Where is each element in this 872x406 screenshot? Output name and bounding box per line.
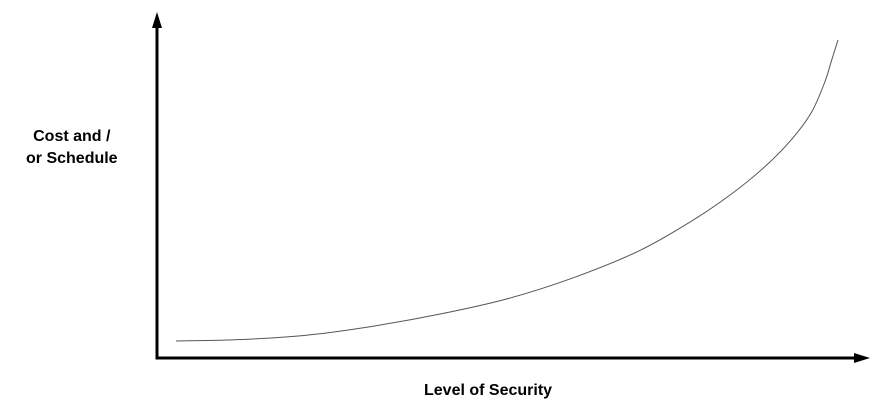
x-axis-label: Level of Security <box>424 382 553 399</box>
y-axis-arrowhead <box>152 12 162 28</box>
y-axis-label-line-2: or Schedule <box>26 150 118 167</box>
y-axis-label: Cost and / or Schedule <box>26 126 118 170</box>
y-axis <box>152 12 162 358</box>
y-axis-label-line-1: Cost and / <box>33 128 111 145</box>
x-axis <box>155 353 870 363</box>
cost-security-curve <box>175 39 839 342</box>
x-axis-arrowhead <box>854 353 870 363</box>
